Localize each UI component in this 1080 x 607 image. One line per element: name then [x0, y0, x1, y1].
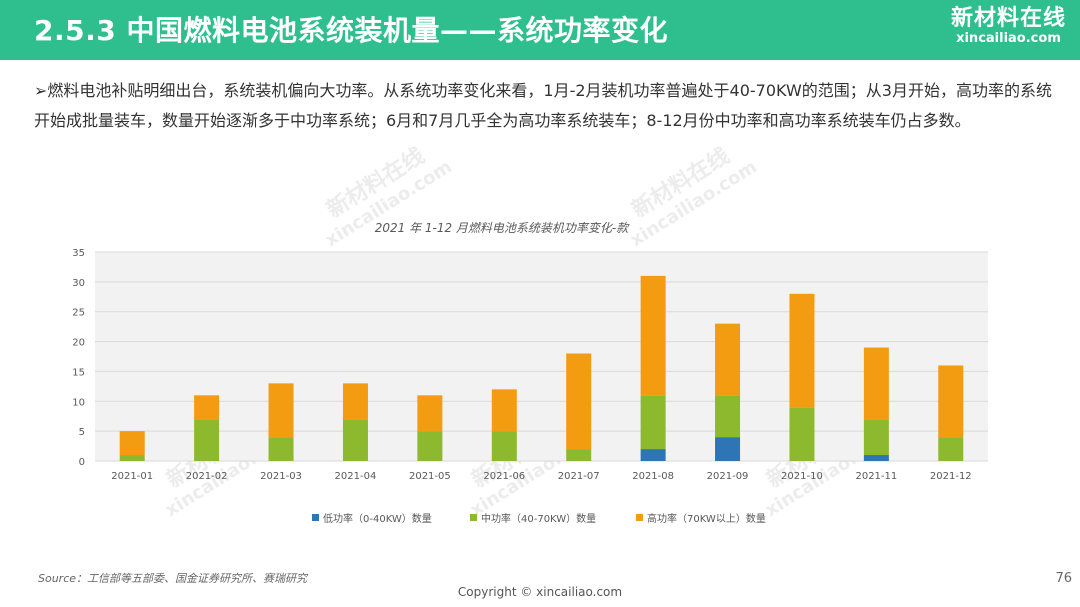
bar-segment — [715, 395, 741, 438]
source-note: Source：工信部等五部委、国金证券研究所、赛瑞研究 — [38, 572, 308, 585]
bar-segment — [268, 437, 294, 461]
x-tick-label: 2021-10 — [781, 471, 823, 482]
legend-label: 低功率（0-40KW）数量 — [323, 512, 432, 525]
bar-segment — [715, 437, 741, 461]
bar-segment — [863, 347, 889, 420]
bar-segment — [566, 353, 592, 450]
x-tick-label: 2021-11 — [855, 471, 897, 482]
logo-text-en: xincailiao.com — [956, 31, 1061, 46]
y-tick-label: 30 — [72, 278, 85, 289]
intro-paragraph: ➢燃料电池补贴明细出台，系统装机偏向大功率。从系统功率变化来看，1月-2月装机功… — [34, 76, 1054, 136]
plot-area — [95, 252, 988, 461]
y-tick-label: 5 — [79, 427, 85, 438]
brand-logo: 新材料在线 xincailiao.com — [951, 6, 1066, 46]
bar-segment — [640, 449, 666, 461]
x-tick-label: 2021-02 — [186, 471, 228, 482]
x-tick-label: 2021-05 — [409, 471, 451, 482]
page-title: 2.5.3 中国燃料电池系统装机量——系统功率变化 — [34, 14, 668, 47]
bar-segment — [938, 365, 964, 438]
page-number: 76 — [1055, 571, 1072, 586]
bar-segment — [491, 389, 517, 432]
y-tick-label: 0 — [79, 457, 85, 468]
bar-segment — [194, 395, 220, 420]
x-tick-label: 2021-06 — [483, 471, 525, 482]
bar-segment — [566, 449, 592, 461]
header-bar: 2.5.3 中国燃料电池系统装机量——系统功率变化 新材料在线 xincaili… — [0, 0, 1080, 60]
x-tick-label: 2021-07 — [558, 471, 600, 482]
bar-segment — [268, 383, 294, 438]
bar-segment — [342, 383, 368, 420]
x-tick-label: 2021-12 — [930, 471, 972, 482]
legend-swatch — [312, 514, 319, 521]
bar-segment — [342, 419, 368, 461]
legend-label: 中功率（40-70KW）数量 — [481, 512, 596, 525]
logo-text-cn: 新材料在线 — [950, 6, 1066, 31]
bar-segment — [194, 419, 220, 461]
bar-segment — [789, 293, 815, 408]
x-tick-label: 2021-03 — [260, 471, 302, 482]
bar-segment — [640, 275, 666, 396]
bar-segment — [789, 407, 815, 461]
bar-segment — [938, 437, 964, 461]
chart-title: 2021 年 1-12 月燃料电池系统装机功率变化-款 — [375, 221, 631, 235]
y-tick-label: 25 — [72, 308, 85, 319]
legend-swatch — [636, 514, 643, 521]
y-tick-label: 20 — [72, 338, 85, 349]
bar-segment — [863, 419, 889, 456]
legend-label: 高功率（70KW以上）数量 — [647, 512, 766, 525]
bar-segment — [715, 323, 741, 396]
y-tick-label: 15 — [72, 367, 85, 378]
bar-segment — [640, 395, 666, 450]
bar-segment — [417, 431, 443, 461]
copyright: Copyright © xincailiao.com — [457, 585, 623, 599]
chart-container: 0 5 10 15 20 25 30 35 2021 年 1-12 月燃料电池系统装机功率变化-… — [40, 210, 1040, 540]
y-tick-label: 35 — [72, 248, 85, 259]
stacked-bar-chart: 0 5 10 15 20 25 30 35 2021 年 1-12 月燃料电池系统装机功率变化-… — [72, 221, 988, 525]
x-tick-label: 2021-01 — [111, 471, 153, 482]
bar-segment — [119, 431, 145, 456]
y-tick-label: 10 — [72, 397, 85, 408]
intro-text: 燃料电池补贴明细出台，系统装机偏向大功率。从系统功率变化来看，1月-2月装机功率… — [34, 81, 1052, 130]
bullet-icon: ➢ — [34, 81, 48, 100]
legend-swatch — [470, 514, 477, 521]
bar-segment — [119, 455, 145, 461]
x-tick-label: 2021-08 — [632, 471, 674, 482]
x-tick-label: 2021-09 — [707, 471, 749, 482]
bar-segment — [863, 455, 889, 461]
bar-segment — [417, 395, 443, 432]
x-tick-label: 2021-04 — [335, 471, 377, 482]
bar-segment — [491, 431, 517, 461]
